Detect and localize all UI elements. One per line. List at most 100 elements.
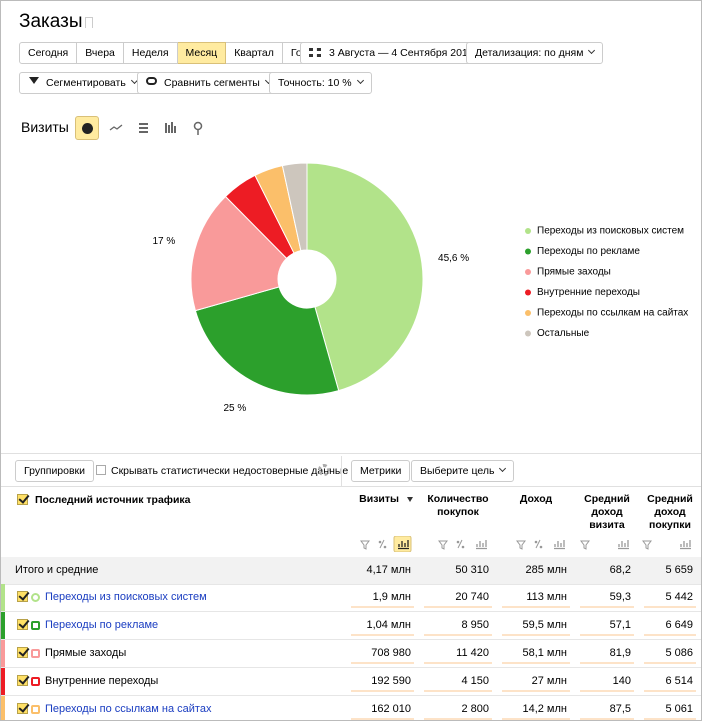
chart-type-pie[interactable]: [75, 116, 99, 140]
bookmark-icon[interactable]: [85, 17, 93, 28]
legend-swatch: [525, 228, 531, 234]
cell-track: [424, 634, 492, 636]
settings-icon[interactable]: [318, 464, 330, 476]
cell-value: 162 010: [371, 703, 411, 715]
legend-label: Переходы по рекламе: [537, 246, 640, 257]
legend-swatch: [525, 310, 531, 316]
row-color-stripe: [1, 612, 5, 639]
hide-checkbox[interactable]: [96, 465, 106, 475]
separator: [341, 456, 342, 486]
cell-value: 140: [612, 675, 631, 687]
cell-value: 59,3: [609, 591, 631, 603]
cell-value: 4,17 млн: [366, 564, 411, 576]
detail-label: Детализация: по дням: [475, 47, 584, 59]
column-tools[interactable]: [575, 536, 639, 552]
period-button[interactable]: Неделя: [123, 42, 178, 64]
pie-chart: 45,6 % 25 % 17 % Переходы из поисковых сист…: [152, 162, 688, 414]
groupings-button[interactable]: Группировки: [15, 460, 95, 482]
source-icon: [31, 649, 40, 658]
compare-label: Сравнить сегменты: [164, 77, 260, 89]
row-color-stripe: [1, 696, 5, 720]
source-icon: [31, 621, 40, 630]
column-header[interactable]: Средний доход покупки: [647, 493, 693, 531]
cell-value: 2 800: [461, 703, 489, 715]
cell-track: [644, 662, 696, 664]
column-tools[interactable]: [346, 536, 419, 552]
row-color-stripe: [1, 584, 5, 611]
pie-slice: [281, 162, 308, 252]
cell-track: [424, 606, 492, 608]
dimension-checkbox[interactable]: [17, 493, 28, 505]
table-row[interactable]: Внутренние переходы 192 590 4 150 27 млн 140…: [1, 668, 701, 696]
cell-track: [580, 634, 634, 636]
row-label[interactable]: Переходы по рекламе: [45, 619, 159, 631]
pie-slice: [306, 162, 424, 392]
cell-track: [351, 662, 414, 664]
cell-value: 285 млн: [525, 564, 567, 576]
date-range-button[interactable]: 3 Августа — 4 Сентября 2015: [300, 42, 483, 64]
metrics-button[interactable]: Метрики: [351, 460, 411, 482]
column-header[interactable]: Визиты: [359, 493, 399, 505]
cell-value: 58,1 млн: [522, 647, 567, 659]
cell-track: [644, 690, 696, 692]
cell-track: [644, 606, 696, 608]
cell-track: [424, 690, 492, 692]
column-tools[interactable]: [639, 536, 701, 552]
segment-label: Сегментировать: [46, 77, 126, 89]
slice-label: 45,6 %: [438, 253, 469, 264]
column-tools[interactable]: [419, 536, 497, 552]
date-range: 3 Августа — 4 Сентября 2015: [329, 47, 474, 59]
cell-track: [580, 662, 634, 664]
compare-icon: [146, 77, 157, 85]
period-button[interactable]: Сегодня: [19, 42, 78, 64]
metrics-label: Метрики: [360, 465, 402, 477]
table-row[interactable]: Переходы по рекламе 1,04 млн 8 950 59,5 млн…: [1, 612, 701, 640]
column-header[interactable]: Средний доход визита: [584, 493, 630, 531]
cell-value: 192 590: [371, 675, 411, 687]
divider: [1, 453, 701, 454]
column-header[interactable]: Количество покупок: [427, 493, 489, 518]
total-label: Итого и средние: [15, 564, 99, 576]
table-row[interactable]: Прямые заходы 708 980 11 420 58,1 млн 81,9 5 …: [1, 640, 701, 668]
legend-label: Переходы из поисковых систем: [537, 226, 684, 237]
filter-icon: [29, 77, 39, 84]
legend-swatch: [525, 269, 531, 275]
row-checkbox[interactable]: [17, 591, 28, 602]
cell-value: 50 310: [455, 564, 489, 576]
table-row[interactable]: Переходы по ссылкам на сайтах 162 010 2 80…: [1, 696, 701, 720]
cell-value: 81,9: [609, 647, 631, 659]
goal-button[interactable]: Выберите цель: [411, 460, 515, 482]
cell-value: 5 442: [665, 591, 693, 603]
sort-arrow: [407, 497, 413, 502]
legend-swatch: [525, 330, 531, 337]
table-row[interactable]: Переходы из поисковых систем 1,9 млн 20 74…: [1, 584, 701, 612]
row-label[interactable]: Переходы по ссылкам на сайтах: [45, 703, 212, 715]
table-top: [1, 486, 701, 487]
groupings-label: Группировки: [24, 465, 86, 477]
cell-track: [351, 606, 414, 608]
column-header[interactable]: Доход: [519, 493, 553, 505]
column-tools[interactable]: [497, 536, 575, 552]
detail-button[interactable]: Детализация: по дням: [466, 42, 604, 64]
cell-value: 87,5: [609, 703, 631, 715]
chart-type-icons[interactable]: [107, 116, 217, 140]
legend-label: Прямые заходы: [537, 267, 611, 278]
segment-button[interactable]: Сегментировать: [19, 72, 146, 94]
legend-swatch: [525, 289, 531, 296]
cell-value: 11 420: [456, 647, 489, 659]
row-label: Прямые заходы: [45, 647, 127, 659]
period-button[interactable]: Квартал: [226, 42, 283, 64]
row-checkbox[interactable]: [17, 675, 28, 686]
row-checkbox[interactable]: [17, 703, 28, 714]
chart-title: Визиты: [21, 119, 69, 135]
accuracy-button[interactable]: Точность: 10 %: [269, 72, 372, 94]
period-button[interactable]: Месяц: [177, 42, 227, 64]
row-checkbox[interactable]: [17, 619, 28, 630]
row-label[interactable]: Переходы из поисковых систем: [45, 591, 207, 603]
row-checkbox[interactable]: [17, 647, 28, 658]
source-icon: [31, 593, 40, 602]
period-button[interactable]: Вчера: [77, 42, 124, 64]
compare-button[interactable]: Сравнить сегменты: [137, 72, 280, 94]
legend-swatch: [525, 248, 531, 255]
